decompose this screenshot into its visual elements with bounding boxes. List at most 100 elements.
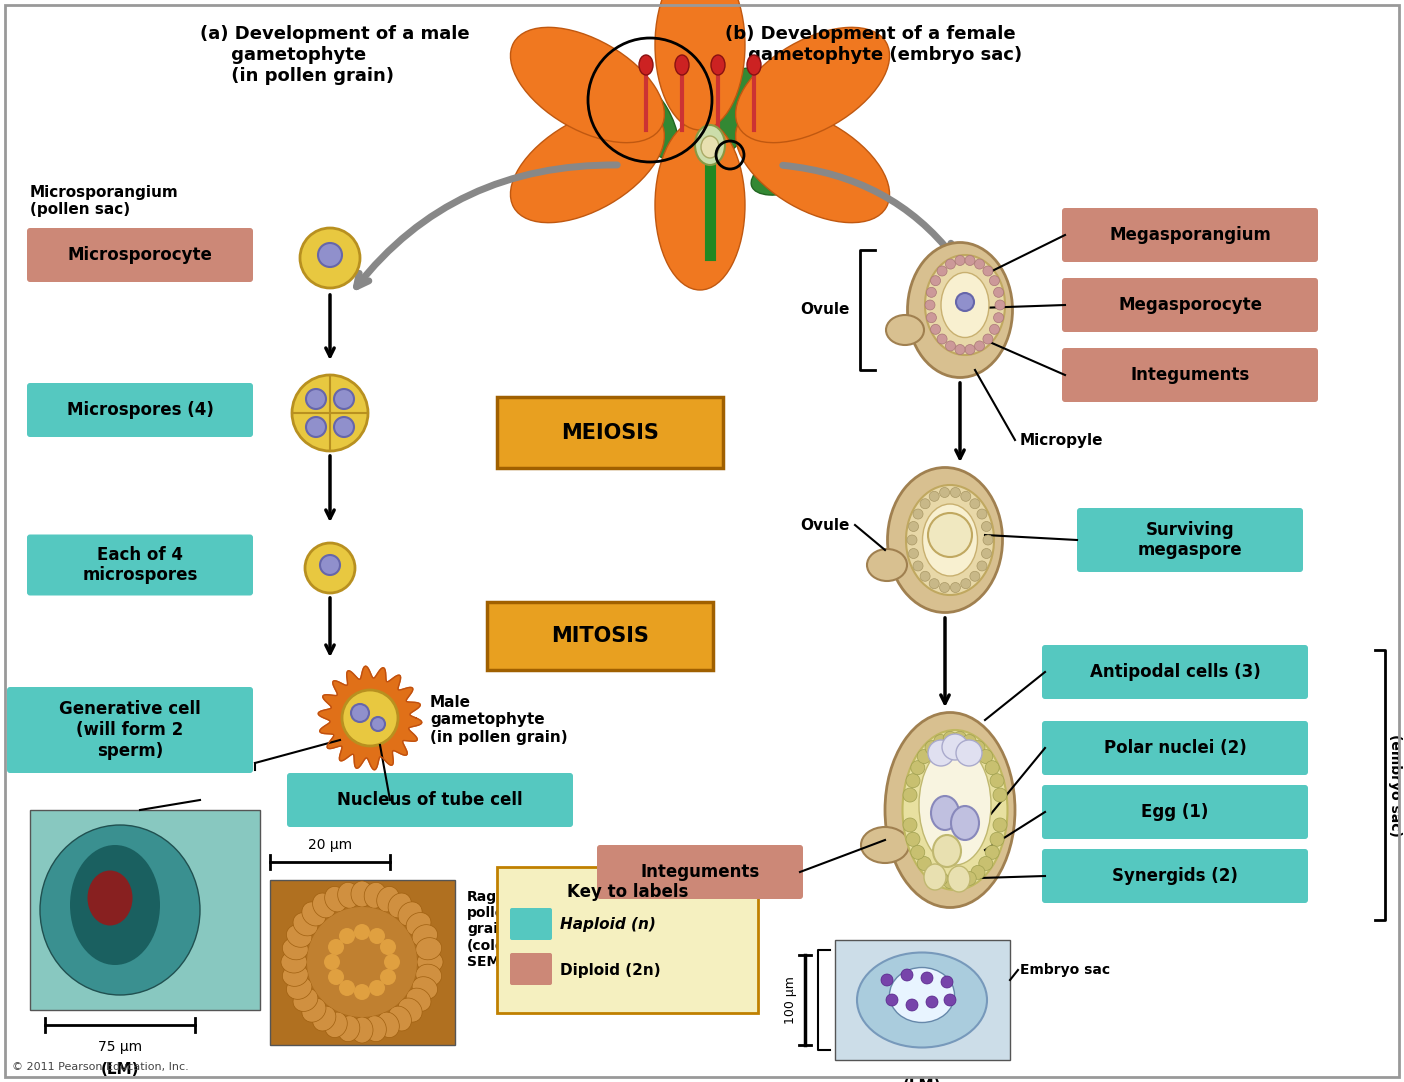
Circle shape — [320, 555, 340, 575]
Circle shape — [324, 954, 340, 969]
Ellipse shape — [324, 1012, 347, 1038]
FancyBboxPatch shape — [1061, 348, 1318, 403]
Circle shape — [369, 980, 385, 995]
Ellipse shape — [87, 871, 132, 925]
Ellipse shape — [286, 977, 312, 1000]
Text: Male
gametophyte
(in pollen grain): Male gametophyte (in pollen grain) — [430, 695, 567, 744]
Circle shape — [990, 325, 1000, 334]
Circle shape — [354, 984, 371, 1000]
Ellipse shape — [376, 1012, 399, 1038]
Text: 100 μm: 100 μm — [783, 976, 797, 1024]
Ellipse shape — [337, 883, 359, 908]
Circle shape — [913, 509, 922, 519]
Circle shape — [306, 390, 326, 409]
Circle shape — [965, 344, 974, 355]
Circle shape — [931, 325, 941, 334]
Ellipse shape — [885, 713, 1015, 908]
Text: Ovule: Ovule — [800, 517, 849, 532]
Circle shape — [317, 243, 343, 267]
Circle shape — [960, 491, 970, 501]
Text: Ragweed
pollen
grain
(colorized
SEM): Ragweed pollen grain (colorized SEM) — [468, 890, 545, 968]
Circle shape — [338, 928, 355, 944]
Circle shape — [990, 774, 1004, 788]
Circle shape — [908, 549, 918, 558]
Ellipse shape — [920, 745, 991, 865]
Text: Nucleus of tube cell: Nucleus of tube cell — [337, 791, 522, 809]
Circle shape — [927, 313, 936, 322]
Circle shape — [942, 734, 967, 760]
Circle shape — [354, 924, 371, 940]
Text: Surviving
megaspore: Surviving megaspore — [1137, 520, 1243, 559]
Ellipse shape — [282, 964, 309, 987]
Circle shape — [994, 313, 1004, 322]
Circle shape — [380, 939, 396, 955]
Circle shape — [943, 994, 956, 1006]
Circle shape — [917, 750, 931, 764]
Circle shape — [939, 519, 960, 541]
Ellipse shape — [941, 273, 988, 338]
Circle shape — [931, 276, 941, 286]
Circle shape — [911, 761, 925, 775]
FancyBboxPatch shape — [1077, 509, 1303, 572]
Text: Embryo sac: Embryo sac — [1019, 963, 1111, 977]
FancyBboxPatch shape — [1042, 645, 1309, 699]
Circle shape — [903, 818, 917, 832]
Circle shape — [305, 543, 355, 593]
Text: Microsporangium
(pollen sac): Microsporangium (pollen sac) — [29, 185, 178, 217]
Circle shape — [970, 499, 980, 509]
Circle shape — [951, 488, 960, 498]
Circle shape — [907, 535, 917, 545]
Ellipse shape — [656, 120, 746, 290]
Ellipse shape — [695, 126, 724, 164]
Text: Key to labels: Key to labels — [567, 883, 688, 901]
Circle shape — [990, 276, 1000, 286]
Text: Each of 4
microspores: Each of 4 microspores — [83, 545, 198, 584]
Circle shape — [935, 803, 955, 823]
Circle shape — [906, 832, 920, 846]
Polygon shape — [319, 667, 421, 769]
Text: Generative cell
(will form 2
sperm): Generative cell (will form 2 sperm) — [59, 700, 201, 760]
Text: Ovule: Ovule — [800, 303, 849, 317]
FancyBboxPatch shape — [286, 773, 573, 827]
FancyBboxPatch shape — [1042, 786, 1309, 839]
Circle shape — [945, 341, 956, 351]
Text: Integuments: Integuments — [1130, 366, 1250, 384]
Circle shape — [962, 871, 976, 885]
Text: (LM): (LM) — [903, 1078, 941, 1082]
Ellipse shape — [675, 55, 689, 75]
Circle shape — [993, 818, 1007, 832]
Circle shape — [977, 509, 987, 519]
Ellipse shape — [925, 255, 1005, 355]
Ellipse shape — [413, 925, 438, 948]
Ellipse shape — [931, 796, 959, 830]
Circle shape — [936, 266, 948, 276]
Circle shape — [986, 845, 1000, 859]
Circle shape — [307, 907, 417, 1017]
Circle shape — [960, 579, 970, 589]
Circle shape — [934, 735, 948, 749]
Circle shape — [385, 954, 400, 969]
Text: Egg (1): Egg (1) — [1141, 803, 1209, 821]
Ellipse shape — [406, 988, 431, 1012]
Ellipse shape — [511, 27, 664, 143]
Text: 75 μm: 75 μm — [98, 1040, 142, 1054]
Ellipse shape — [924, 865, 946, 890]
FancyBboxPatch shape — [835, 940, 1009, 1060]
Text: Haploid (n): Haploid (n) — [560, 918, 656, 933]
Text: Diploid (2n): Diploid (2n) — [560, 963, 661, 977]
Ellipse shape — [736, 107, 890, 223]
Text: MITOSIS: MITOSIS — [550, 626, 649, 646]
Circle shape — [972, 866, 986, 880]
Circle shape — [371, 717, 385, 731]
Text: Female gametophyte
(embryo sac): Female gametophyte (embryo sac) — [1389, 702, 1404, 868]
Ellipse shape — [313, 893, 336, 918]
Ellipse shape — [903, 730, 1008, 890]
Ellipse shape — [887, 467, 1002, 612]
Circle shape — [990, 832, 1004, 846]
Circle shape — [880, 974, 893, 986]
Ellipse shape — [388, 893, 411, 918]
Circle shape — [369, 928, 385, 944]
Circle shape — [939, 582, 949, 593]
Circle shape — [334, 417, 354, 437]
Circle shape — [974, 341, 984, 351]
